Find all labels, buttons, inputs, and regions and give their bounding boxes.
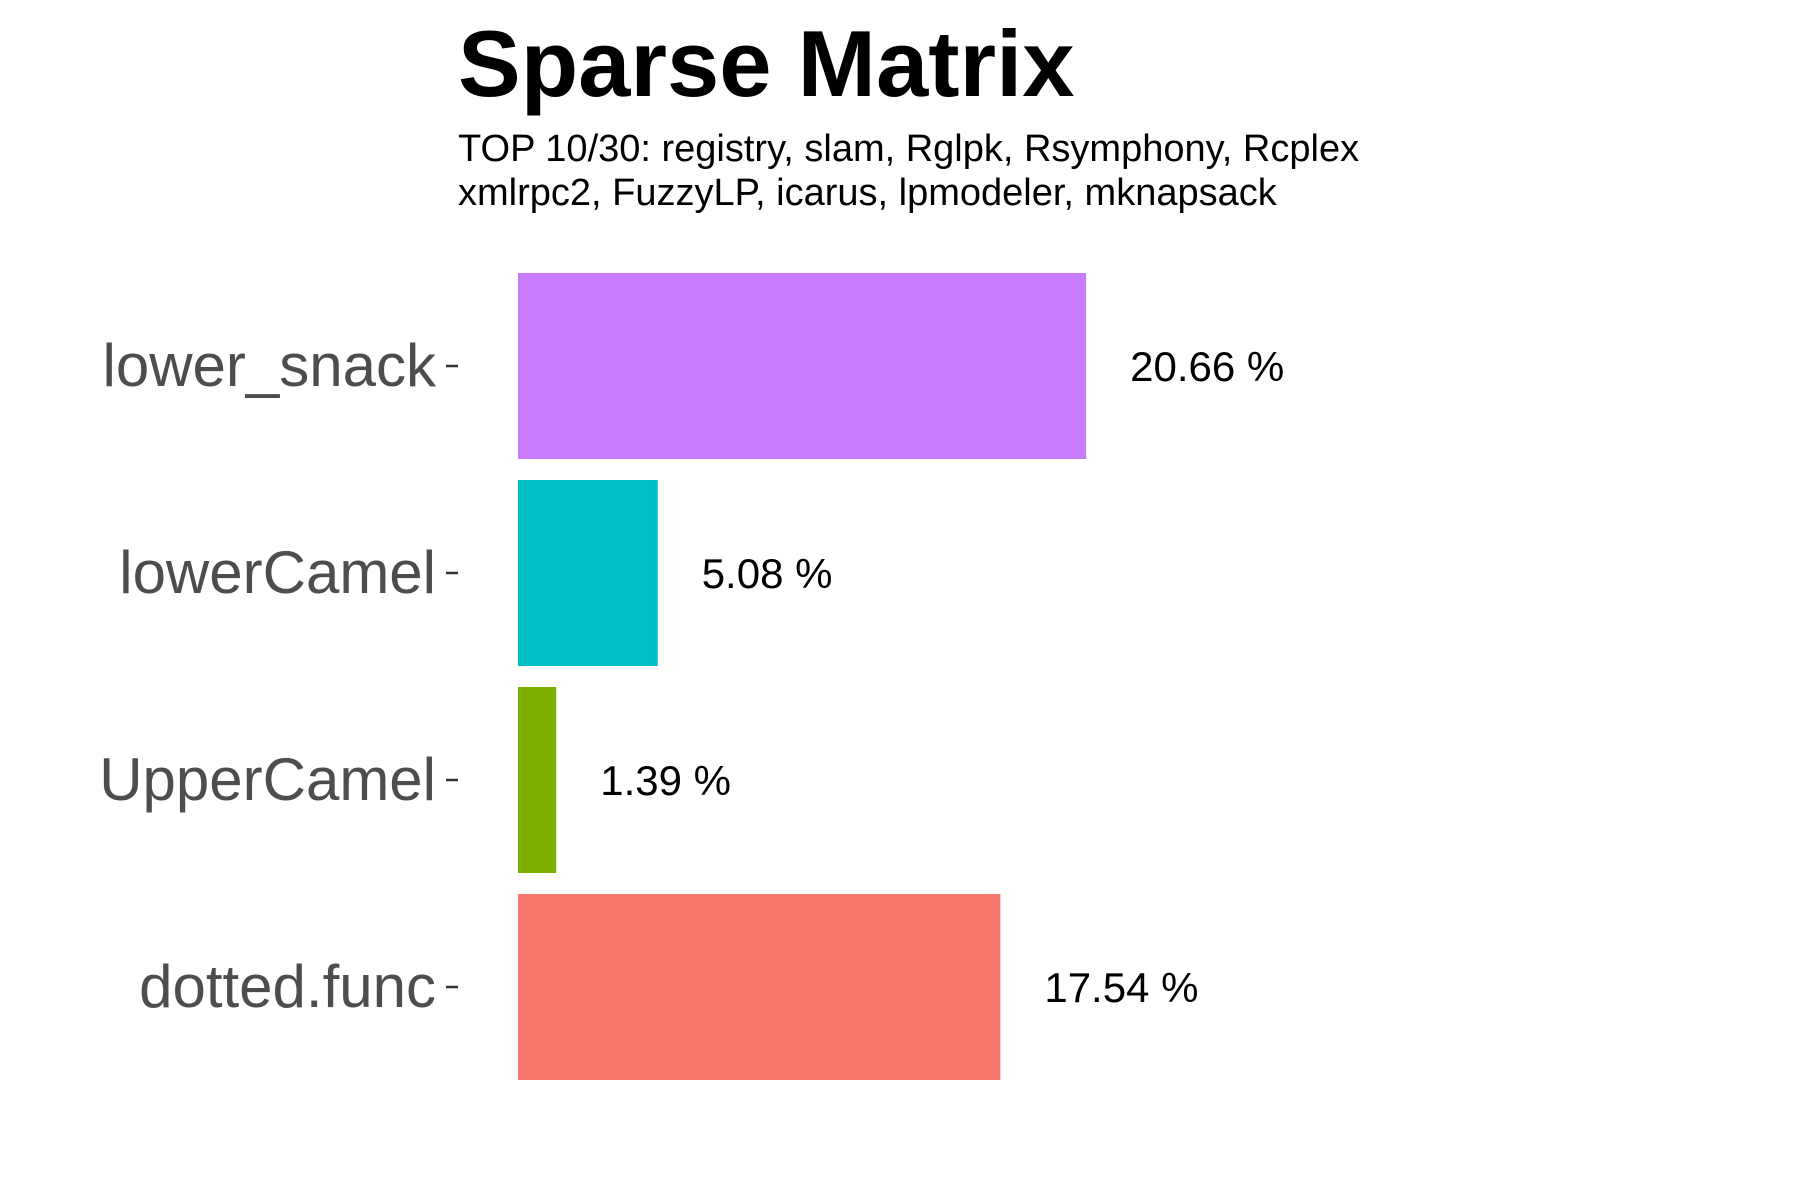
value-label-dotted-func: 17.54 % (1044, 964, 1198, 1011)
category-label-dotted-func: dotted.func (139, 953, 436, 1020)
chart-subtitle-line-1: TOP 10/30: registry, slam, Rglpk, Rsymph… (458, 128, 1359, 170)
value-label-uppercamel: 1.39 % (600, 757, 731, 804)
category-label-uppercamel: UpperCamel (99, 746, 436, 813)
value-label-lower-snack: 20.66 % (1130, 343, 1284, 390)
bar-uppercamel (518, 687, 557, 873)
bar-dotted-func (518, 894, 1001, 1080)
category-label-lowercamel: lowerCamel (119, 539, 436, 606)
bar-lower-snack (518, 273, 1087, 459)
plot-area: lower_snack 20.66 % lowerCamel 5.08 % UpperC… (99, 273, 1284, 1080)
value-label-lowercamel: 5.08 % (702, 550, 833, 597)
chart-title: Sparse Matrix (458, 11, 1075, 116)
category-label-lower-snack: lower_snack (103, 332, 437, 399)
bar-lowercamel (518, 480, 658, 666)
chart-subtitle-line-2: xmlrpc2, FuzzyLP, icarus, lpmodeler, mkn… (458, 172, 1278, 214)
